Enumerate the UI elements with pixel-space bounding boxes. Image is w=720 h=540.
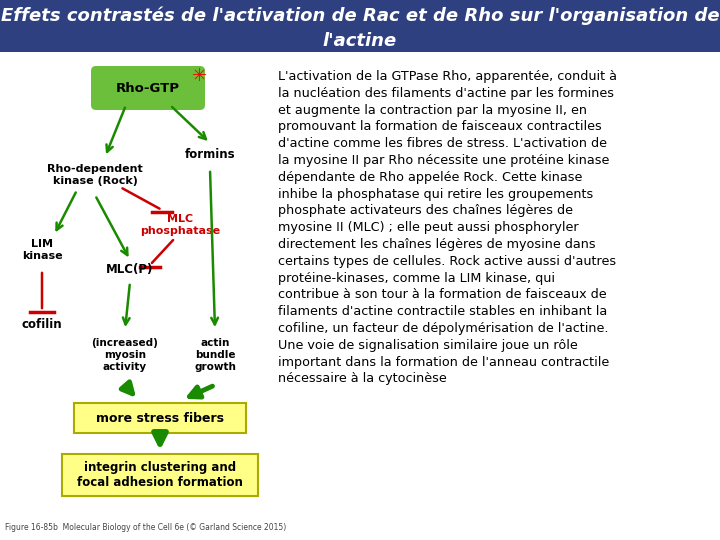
Bar <box>74 403 246 433</box>
Text: more stress fibers: more stress fibers <box>96 411 224 424</box>
Bar <box>0 0 720 52</box>
Text: l'actine: l'actine <box>323 31 397 50</box>
Text: Figure 16-85b  Molecular Biology of the Cell 6e (© Garland Science 2015): Figure 16-85b Molecular Biology of the C… <box>5 523 287 532</box>
Text: formins: formins <box>185 148 235 161</box>
Text: Rho-GTP: Rho-GTP <box>116 82 180 94</box>
Text: MLC
phosphatase: MLC phosphatase <box>140 214 220 236</box>
Text: L'activation de la GTPase Rho, apparentée, conduit à
la nucléation des filaments: L'activation de la GTPase Rho, apparenté… <box>278 70 617 386</box>
Text: integrin clustering and
focal adhesion formation: integrin clustering and focal adhesion f… <box>77 461 243 489</box>
Text: ✳: ✳ <box>192 67 207 85</box>
Text: Effets contrastés de l'activation de Rac et de Rho sur l'organisation de: Effets contrastés de l'activation de Rac… <box>1 6 719 25</box>
FancyBboxPatch shape <box>91 66 205 110</box>
Text: Rho-dependent
kinase (Rock): Rho-dependent kinase (Rock) <box>47 164 143 186</box>
Text: (increased)
myosin
activity: (increased) myosin activity <box>91 339 158 372</box>
Text: cofilin: cofilin <box>22 319 63 332</box>
Text: LIM
kinase: LIM kinase <box>22 239 63 261</box>
Bar <box>62 454 258 496</box>
Text: actin
bundle
growth: actin bundle growth <box>194 339 236 372</box>
Text: MLC(P): MLC(P) <box>107 264 153 276</box>
